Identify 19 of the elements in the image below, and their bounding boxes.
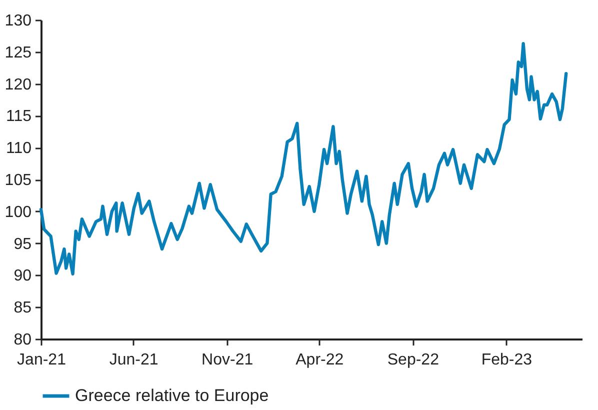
y-tick-label: 110 [6, 140, 32, 158]
x-tick-label: Nov-21 [202, 352, 254, 368]
y-tick-label: 85 [14, 300, 32, 317]
x-tick-label: Sep-22 [387, 352, 440, 368]
x-tick-label: Jan-21 [17, 352, 66, 368]
y-tick-label: 80 [14, 332, 32, 348]
x-tick-label: Jun-21 [109, 352, 158, 368]
y-tick-label: 120 [4, 76, 32, 94]
x-tick-label: Feb-23 [481, 352, 532, 368]
y-tick-label: 100 [4, 204, 32, 221]
x-tick-label: Apr-22 [296, 352, 344, 368]
legend-label: Greece relative to Europe [75, 386, 269, 405]
y-tick-label: 95 [14, 236, 32, 253]
y-tick-label: 105 [4, 172, 32, 189]
y-tick-label: 90 [14, 268, 32, 285]
y-tick-label: 125 [4, 44, 32, 62]
y-tick-label: 115 [6, 108, 32, 126]
line-series [39, 42, 568, 276]
y-tick-label: 130 [4, 12, 32, 30]
